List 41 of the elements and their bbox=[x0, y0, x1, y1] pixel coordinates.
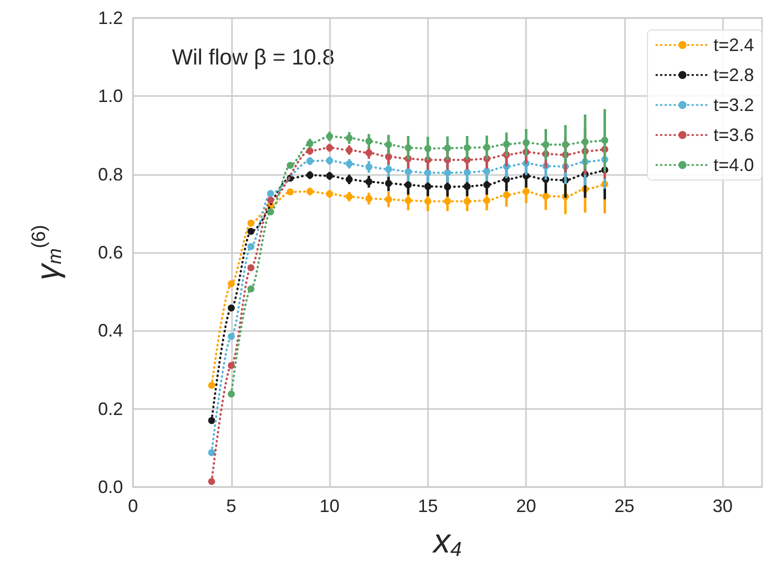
point bbox=[228, 362, 235, 369]
point bbox=[208, 478, 216, 486]
point bbox=[286, 162, 294, 169]
y-axis-title: γm(6) bbox=[29, 224, 66, 280]
legend-label: t=4.0 bbox=[713, 155, 754, 175]
point bbox=[228, 304, 235, 312]
annotation: Wil flow β = 10.8 bbox=[172, 44, 334, 70]
point bbox=[267, 208, 274, 216]
point bbox=[247, 243, 254, 250]
y-tick-label: 0.8 bbox=[98, 164, 123, 184]
legend-label: t=2.8 bbox=[713, 65, 754, 85]
point bbox=[228, 390, 235, 398]
point bbox=[208, 382, 216, 389]
x-tick-label: 30 bbox=[712, 496, 733, 516]
point bbox=[267, 190, 274, 197]
x-tick-label: 25 bbox=[614, 496, 634, 516]
legend-label: t=3.2 bbox=[713, 95, 754, 115]
x-tick-label: 10 bbox=[320, 496, 340, 516]
point bbox=[247, 264, 254, 272]
y-tick-label: 0.4 bbox=[98, 320, 123, 341]
y-tick-label: 1.0 bbox=[98, 86, 123, 106]
y-tick-label: 0.6 bbox=[98, 242, 123, 262]
point bbox=[228, 280, 235, 288]
point bbox=[208, 417, 216, 424]
point bbox=[247, 228, 254, 235]
y-tick-label: 0.0 bbox=[98, 477, 123, 497]
x-tick-label: 20 bbox=[516, 496, 536, 516]
x-tick-label: 0 bbox=[128, 496, 138, 516]
point bbox=[208, 449, 216, 456]
x-tick-label: 15 bbox=[418, 496, 438, 516]
point bbox=[228, 333, 235, 340]
point bbox=[247, 285, 254, 292]
y-tick-label: 1.2 bbox=[98, 8, 123, 28]
point bbox=[247, 220, 254, 227]
point bbox=[267, 196, 274, 204]
point bbox=[286, 188, 294, 196]
x-axis-title: x4 bbox=[431, 522, 462, 561]
legend-label: t=2.4 bbox=[713, 35, 754, 55]
legend-label: t=3.6 bbox=[713, 125, 754, 145]
x-tick-label: 5 bbox=[226, 496, 236, 516]
y-tick-label: 0.2 bbox=[98, 398, 123, 419]
